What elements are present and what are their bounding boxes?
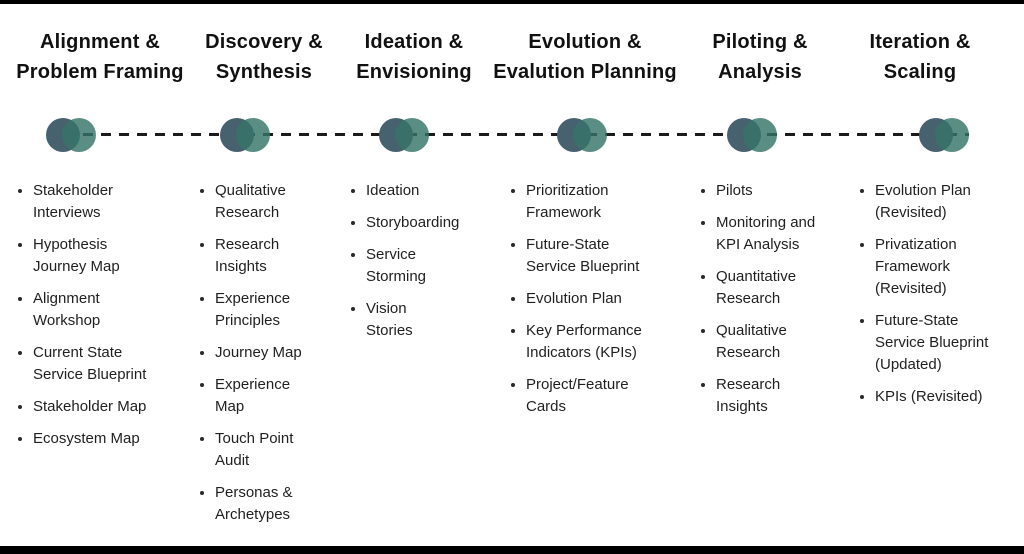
list-item: KPIs (Revisited) [857,386,1022,408]
timeline-dashed-line [47,133,969,136]
list-item: Quantitative Research [698,266,843,310]
top-border-bar [0,0,1024,4]
bottom-border-bar [0,546,1024,554]
list-item: Service Storming [348,244,473,288]
list-item: Stakeholder Interviews [15,180,165,224]
marker-circle-right [743,118,777,152]
phase-items-iteration-scaling: Evolution Plan (Revisited) Privatization … [857,180,1022,418]
phase-marker-circles [220,118,270,152]
list-item: Ideation [348,180,473,202]
list-item: Evolution Plan (Revisited) [857,180,1022,224]
phase-title-ideation-envisioning: Ideation & Envisioning [356,31,472,83]
list-item: Hypothesis Journey Map [15,234,165,278]
phase-marker-circles [379,118,429,152]
marker-circle-right [62,118,96,152]
phase-marker-circles [557,118,607,152]
phase-marker-circles [919,118,969,152]
list-item: Journey Map [197,342,332,364]
list-item: Touch Point Audit [197,428,332,472]
marker-circle-right [395,118,429,152]
list-item: Current State Service Blueprint [15,342,165,386]
list-item: Qualitative Research [698,320,843,364]
list-item: Stakeholder Map [15,396,165,418]
phase-title-evolution-evalution-planning: Evolution & Evalution Planning [493,31,677,83]
phase-items-evolution-evalution-planning: Prioritization Framework Future-State Ser… [508,180,673,428]
list-item: Research Insights [698,374,843,418]
marker-circle-right [573,118,607,152]
phase-items-piloting-analysis: Pilots Monitoring and KPI Analysis Quantit… [698,180,843,428]
list-item: Evolution Plan [508,288,673,310]
marker-circle-right [935,118,969,152]
list-item: Vision Stories [348,298,473,342]
list-item: Qualitative Research [197,180,332,224]
phase-marker-circles [46,118,96,152]
phase-title-piloting-analysis: Piloting & Analysis [712,31,808,83]
list-item: Key Performance Indicators (KPIs) [508,320,673,364]
list-item: Alignment Workshop [15,288,165,332]
list-item: Pilots [698,180,843,202]
phase-marker-circles [727,118,777,152]
list-item: Prioritization Framework [508,180,673,224]
list-item: Experience Principles [197,288,332,332]
phase-title-iteration-scaling: Iteration & Scaling [869,31,971,83]
list-item: Ecosystem Map [15,428,165,450]
list-item: Monitoring and KPI Analysis [698,212,843,256]
list-item: Privatization Framework (Revisited) [857,234,1022,300]
list-item: Personas & Archetypes [197,482,332,526]
phase-title-alignment-problem-framing: Alignment & Problem Framing [16,31,184,83]
phase-items-discovery-synthesis: Qualitative Research Research Insights Exp… [197,180,332,536]
phase-items-ideation-envisioning: Ideation Storyboarding Service Storming Vis… [348,180,473,352]
list-item: Research Insights [197,234,332,278]
list-item: Experience Map [197,374,332,418]
marker-circle-right [236,118,270,152]
list-item: Future-State Service Blueprint (Updated) [857,310,1022,376]
list-item: Storyboarding [348,212,473,234]
phase-items-alignment-problem-framing: Stakeholder Interviews Hypothesis Journey… [15,180,165,460]
list-item: Future-State Service Blueprint [508,234,673,278]
phase-title-discovery-synthesis: Discovery & Synthesis [205,31,323,83]
list-item: Project/Feature Cards [508,374,673,418]
